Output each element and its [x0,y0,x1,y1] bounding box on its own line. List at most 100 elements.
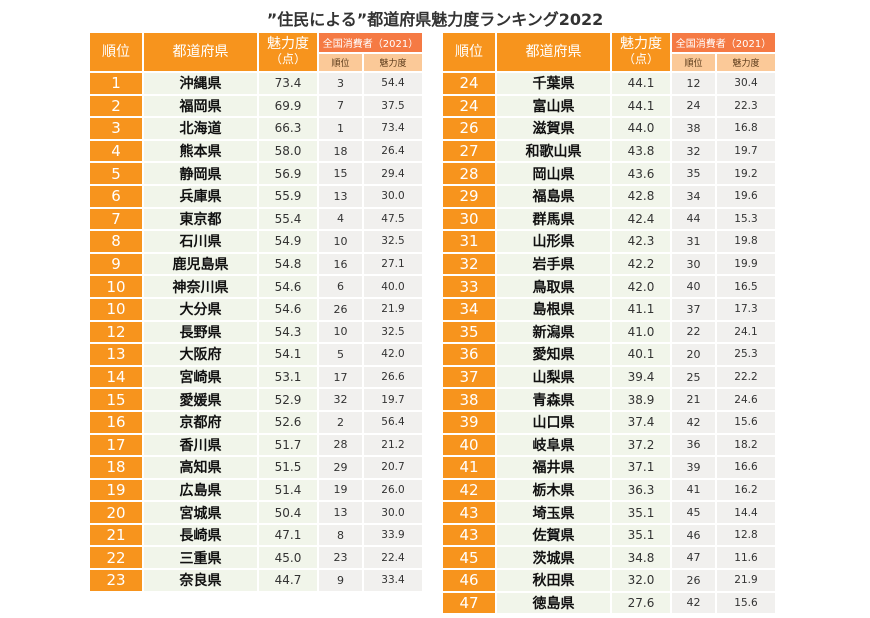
rank-cell: 22 [90,547,142,569]
score-cell: 42.3 [612,231,670,252]
score-cell: 37.4 [612,411,670,433]
score-2021-cell: 15.6 [717,592,775,614]
score-cell: 43.6 [612,163,670,184]
score-cell: 42.4 [612,208,670,230]
table-row: 37 山梨県 39.4 25 22.2 [443,366,775,388]
header-prefecture: 都道府県 [144,33,257,71]
table-row: 38 青森県 38.9 21 24.6 [443,389,775,410]
rank-cell: 34 [443,298,495,320]
score-2021-cell: 16.2 [717,479,775,501]
header-score-unit: （点） [622,52,659,66]
score-cell: 69.9 [259,95,317,117]
table-row: 20 宮城県 50.4 13 30.0 [90,502,422,523]
score-cell: 54.1 [259,344,317,365]
prefecture-cell: 鹿児島県 [144,253,257,275]
score-cell: 40.1 [612,344,670,365]
table-row: 26 滋賀県 44.0 38 16.8 [443,118,775,139]
score-2021-cell: 37.5 [364,95,422,117]
header-national-2021: 全国消費者（2021） [319,33,422,52]
rank-2021-cell: 16 [319,253,362,275]
table-row: 8 石川県 54.9 10 32.5 [90,231,422,252]
rank-cell: 2 [90,95,142,117]
rank-cell: 32 [443,253,495,275]
prefecture-cell: 福岡県 [144,95,257,117]
score-cell: 44.1 [612,95,670,117]
header-sub-rank: 順位 [672,54,715,71]
score-cell: 54.6 [259,298,317,320]
score-2021-cell: 33.9 [364,524,422,546]
rank-cell: 31 [443,231,495,252]
score-2021-cell: 19.7 [717,140,775,162]
prefecture-cell: 長野県 [144,321,257,343]
table-row: 4 熊本県 58.0 18 26.4 [90,140,422,162]
rank-2021-cell: 42 [672,411,715,433]
prefecture-cell: 新潟県 [497,321,610,343]
rank-2021-cell: 10 [319,231,362,252]
rank-2021-cell: 3 [319,73,362,94]
score-cell: 36.3 [612,479,670,501]
prefecture-cell: 高知県 [144,457,257,478]
rank-cell: 8 [90,231,142,252]
rank-cell: 9 [90,253,142,275]
ranking-table-right: 順位 都道府県 魅力度 （点） 全国消費者（2021） 順位 魅力度 24 千葉県 4… [441,31,777,615]
table-row: 46 秋田県 32.0 26 21.9 [443,570,775,591]
table-row: 43 埼玉県 35.1 45 14.4 [443,502,775,523]
rank-2021-cell: 5 [319,344,362,365]
score-cell: 42.0 [612,276,670,297]
score-2021-cell: 22.3 [717,95,775,117]
prefecture-cell: 東京都 [144,208,257,230]
rank-cell: 46 [443,570,495,591]
rank-2021-cell: 17 [319,366,362,388]
table-row: 23 奈良県 44.7 9 33.4 [90,570,422,591]
score-cell: 54.6 [259,276,317,297]
rank-2021-cell: 40 [672,276,715,297]
prefecture-cell: 千葉県 [497,73,610,94]
score-2021-cell: 22.2 [717,366,775,388]
rank-cell: 21 [90,524,142,546]
score-2021-cell: 24.6 [717,389,775,410]
rank-2021-cell: 29 [319,457,362,478]
rank-cell: 5 [90,163,142,184]
rank-2021-cell: 13 [319,185,362,207]
rank-2021-cell: 13 [319,502,362,523]
table-row: 40 岐阜県 37.2 36 18.2 [443,434,775,456]
rank-cell: 1 [90,73,142,94]
rank-cell: 27 [443,140,495,162]
score-cell: 51.4 [259,479,317,501]
header-score-label: 魅力度 [620,36,662,52]
rank-2021-cell: 6 [319,276,362,297]
score-2021-cell: 26.4 [364,140,422,162]
score-cell: 54.8 [259,253,317,275]
score-2021-cell: 54.4 [364,73,422,94]
table-row: 28 岡山県 43.6 35 19.2 [443,163,775,184]
score-cell: 41.1 [612,298,670,320]
score-cell: 53.1 [259,366,317,388]
rank-2021-cell: 25 [672,366,715,388]
score-2021-cell: 16.6 [717,457,775,478]
rank-2021-cell: 44 [672,208,715,230]
header-national-2021: 全国消費者（2021） [672,33,775,52]
score-2021-cell: 14.4 [717,502,775,523]
prefecture-cell: 愛媛県 [144,389,257,410]
score-2021-cell: 40.0 [364,276,422,297]
rank-2021-cell: 7 [319,95,362,117]
score-2021-cell: 30.0 [364,502,422,523]
prefecture-cell: 広島県 [144,479,257,501]
prefecture-cell: 栃木県 [497,479,610,501]
rank-cell: 6 [90,185,142,207]
rank-2021-cell: 47 [672,547,715,569]
score-cell: 37.2 [612,434,670,456]
rank-cell: 35 [443,321,495,343]
rank-cell: 29 [443,185,495,207]
prefecture-cell: 山形県 [497,231,610,252]
rank-2021-cell: 4 [319,208,362,230]
table-row: 12 長野県 54.3 10 32.5 [90,321,422,343]
rank-2021-cell: 34 [672,185,715,207]
score-2021-cell: 15.6 [717,411,775,433]
rank-cell: 37 [443,366,495,388]
rank-cell: 3 [90,118,142,139]
prefecture-cell: 青森県 [497,389,610,410]
table-row: 30 群馬県 42.4 44 15.3 [443,208,775,230]
score-cell: 32.0 [612,570,670,591]
table-row: 47 徳島県 27.6 42 15.6 [443,592,775,614]
